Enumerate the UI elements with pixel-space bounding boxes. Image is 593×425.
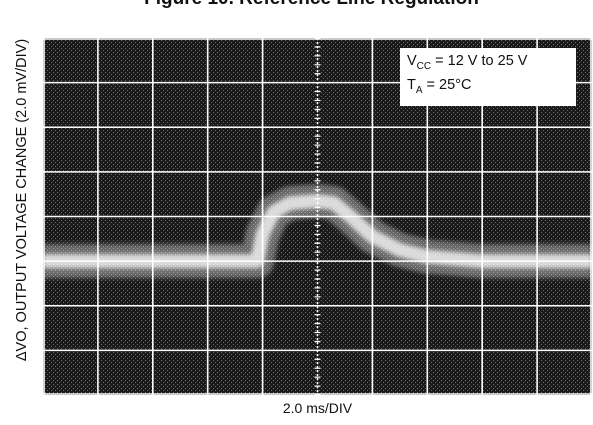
legend-vcc: VCC = 12 V to 25 V (407, 53, 528, 72)
y-axis-label-container: ΔVO, OUTPUT VOLTAGE CHANGE (2.0 mV/DIV) (0, 0, 40, 425)
traces (43, 183, 592, 279)
y-axis-label: ΔVO, OUTPUT VOLTAGE CHANGE (2.0 mV/DIV) (14, 38, 30, 362)
x-axis-label: 2.0 ms/DIV (282, 400, 353, 416)
legend-ta: TA = 25°C (407, 77, 472, 96)
chart-title: Figure 10. Reference Line Regulation (30, 0, 593, 10)
legend-box: VCC = 12 V to 25 V TA = 25°C (400, 48, 576, 106)
grid (43, 38, 592, 395)
trace-line (43, 193, 592, 269)
center-axis-ticks (314, 37, 321, 396)
oscilloscope-plot: VCC = 12 V to 25 V TA = 25°C (43, 37, 592, 396)
